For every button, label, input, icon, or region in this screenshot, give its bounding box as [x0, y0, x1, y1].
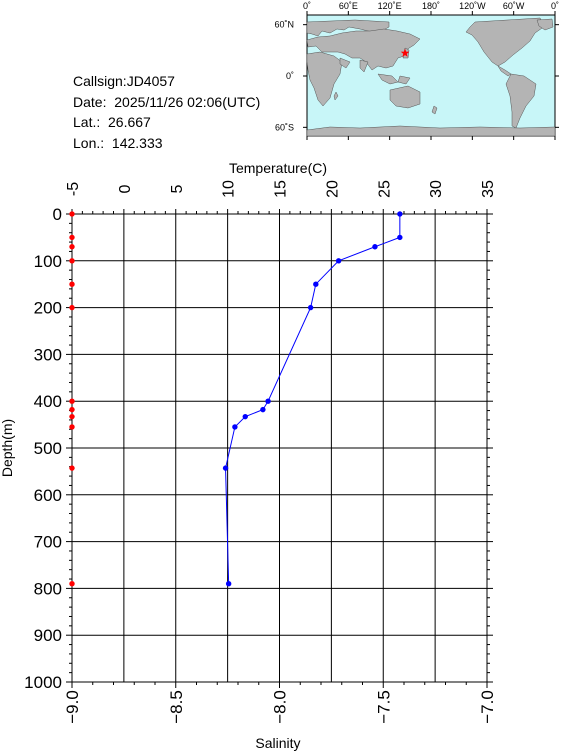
- top-tick-label: -5: [65, 182, 82, 196]
- temperature-point: [397, 211, 403, 217]
- map-lat-label: 0˚: [286, 71, 294, 81]
- bottom-tick-label: −9.0: [63, 690, 82, 724]
- depth-tick-label: 1000: [24, 673, 62, 692]
- depth-tick-label: 700: [34, 533, 62, 552]
- callsign-text: Callsign:JD4057: [73, 73, 175, 89]
- top-tick-label: 30: [428, 180, 445, 198]
- temperature-point: [232, 424, 238, 430]
- date-text: Date: 2025/11/26 02:06(UTC): [73, 93, 261, 110]
- salinity-point: [69, 244, 75, 250]
- station-info: Callsign:JD4057 Date: 2025/11/26 02:06(U…: [73, 71, 260, 153]
- salinity-point: [69, 398, 75, 404]
- map-lat-label: 60˚N: [274, 20, 294, 30]
- salinity-point: [69, 258, 75, 264]
- bottom-axis-label: Salinity: [255, 735, 300, 751]
- map-lon-label: 180˚: [422, 1, 440, 11]
- temperature-point: [265, 398, 271, 404]
- map-lon-label: 120˚W: [459, 1, 486, 11]
- bottom-tick-label: −8.0: [271, 690, 290, 724]
- salinity-point: [69, 581, 75, 587]
- salinity-point: [69, 406, 75, 413]
- top-tick-label: 15: [273, 180, 290, 198]
- depth-tick-label: 800: [34, 579, 62, 598]
- depth-tick-label: 500: [34, 439, 62, 458]
- depth-tick-label: 400: [34, 392, 62, 411]
- depth-tick-label: 0: [53, 205, 62, 224]
- left-axis-label: Depth(m): [0, 419, 15, 477]
- salinity-point: [69, 281, 75, 287]
- bottom-tick-label: −8.5: [167, 690, 186, 724]
- top-tick-label: 25: [376, 180, 393, 198]
- depth-tick-label: 600: [34, 486, 62, 505]
- temperature-point: [222, 465, 229, 471]
- salinity-point: [69, 234, 75, 241]
- depth-tick-label: 300: [34, 345, 62, 364]
- temperature-point: [225, 581, 232, 587]
- temperature-point: [335, 258, 342, 264]
- temperature-point: [397, 234, 403, 241]
- map-lon-label: 120˚E: [378, 1, 402, 11]
- top-tick-label: 10: [221, 180, 238, 198]
- map-lon-label: 0˚: [551, 1, 559, 11]
- station-star-marker: [400, 48, 410, 57]
- chart-series: [69, 211, 403, 587]
- map-frame-ticks: [303, 11, 559, 140]
- chart-ticks: -5 0 5 10 15 20 25 30 35010020030040050060070080…: [24, 180, 497, 724]
- top-tick-label: 20: [324, 180, 341, 198]
- map-lon-label: 60˚W: [503, 1, 525, 11]
- bottom-tick-label: −7.0: [478, 690, 497, 724]
- latitude-text: Lat.: 26.667: [73, 114, 151, 130]
- map-lat-label: 60˚S: [275, 122, 294, 132]
- plot-frame: [71, 213, 488, 683]
- top-tick-label: 35: [480, 180, 497, 198]
- depth-tick-label: 100: [34, 252, 62, 271]
- map-station-marker: [400, 48, 410, 57]
- temperature-point: [372, 244, 378, 250]
- temperature-point: [313, 281, 319, 287]
- temperature-point: [242, 413, 248, 420]
- temperature-point: [307, 304, 314, 311]
- world-map: 0˚ 60˚E 120˚E 180˚ 120˚W 60˚W 0˚ 60˚N 0˚ 60˚S: [274, 1, 559, 140]
- salinity-point: [69, 211, 75, 217]
- bottom-tick-label: −7.5: [374, 690, 393, 724]
- map-lon-label: 0˚: [303, 1, 311, 11]
- map-lon-label: 60˚E: [339, 1, 358, 11]
- salinity-point: [69, 304, 75, 311]
- salinity-point: [69, 424, 75, 430]
- depth-tick-label: 900: [34, 626, 62, 645]
- salinity-point: [69, 465, 75, 471]
- map-lat-labels: 60˚N 0˚ 60˚S: [274, 20, 294, 133]
- longitude-text: Lon.: 142.333: [73, 134, 163, 151]
- map-lon-labels: 0˚ 60˚E 120˚E 180˚ 120˚W 60˚W 0˚: [303, 1, 559, 11]
- chart-grid: [71, 213, 488, 683]
- depth-tick-label: 200: [34, 299, 62, 318]
- top-axis-label: Temperature(C): [229, 160, 327, 176]
- salinity-point: [69, 413, 75, 420]
- top-tick-label: 5: [169, 184, 186, 193]
- top-tick-label: 0: [117, 184, 134, 193]
- temperature-point: [260, 406, 266, 413]
- series-line-temperature: [225, 214, 401, 584]
- map-land: [306, 17, 556, 137]
